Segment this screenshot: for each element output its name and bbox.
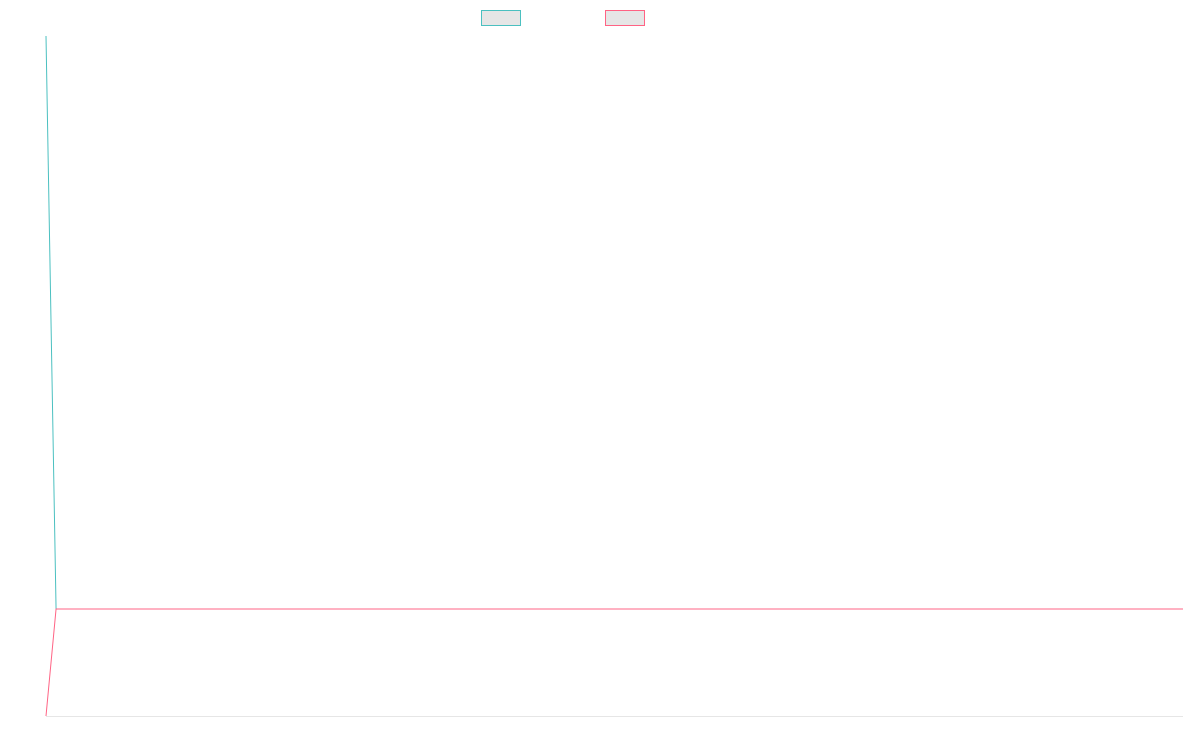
legend-item-1[interactable] bbox=[481, 10, 521, 26]
series-line-2 bbox=[45, 608, 1183, 717]
legend bbox=[481, 10, 645, 26]
legend-swatch-1 bbox=[481, 10, 521, 26]
series-layer bbox=[45, 35, 1183, 717]
legend-swatch-2 bbox=[605, 10, 645, 26]
legend-item-2[interactable] bbox=[605, 10, 645, 26]
series-line-1 bbox=[45, 35, 1183, 610]
